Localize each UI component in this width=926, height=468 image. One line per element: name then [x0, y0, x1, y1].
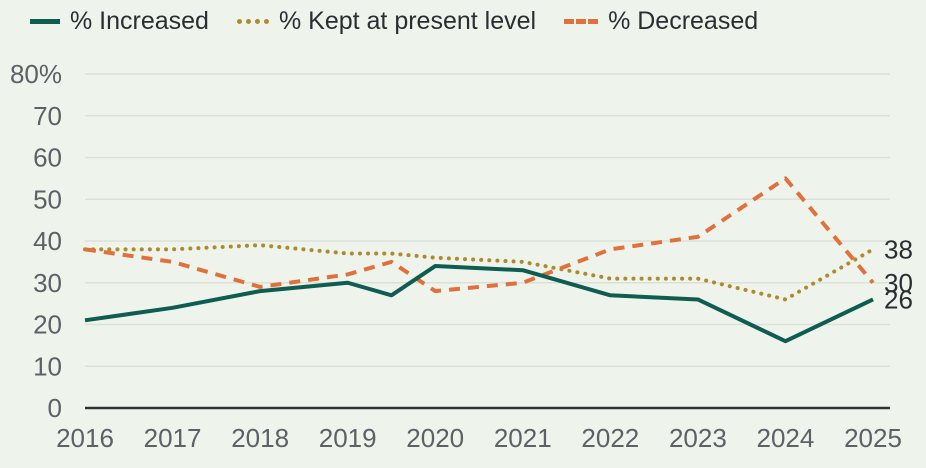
- x-tick-label: 2025: [844, 423, 902, 453]
- legend-item-increased: % Increased: [30, 7, 209, 36]
- series-line-decreased: [84, 176, 875, 294]
- y-tick-label: 0: [48, 393, 62, 423]
- y-tick-label: 10: [33, 351, 62, 381]
- y-tick-label: 40: [33, 226, 62, 256]
- legend-label-kept: % Kept at present level: [278, 7, 537, 35]
- legend-swatch-increased-icon: [30, 19, 60, 24]
- x-tick-label: 2019: [319, 423, 377, 453]
- x-tick-label: 2016: [56, 423, 114, 453]
- series-end-value-label: 26: [884, 284, 913, 314]
- x-tick-label: 2017: [144, 423, 202, 453]
- series-end-value-label: 38: [884, 234, 913, 264]
- y-tick-label: 60: [33, 143, 62, 173]
- series-line-kept-at-present-level: [83, 243, 875, 302]
- y-tick-label: 70: [33, 101, 62, 131]
- legend-item-kept: % Kept at present level: [236, 7, 537, 36]
- series-line-increased: [84, 264, 874, 344]
- x-tick-label: 2018: [231, 423, 289, 453]
- legend-item-decreased: % Decreased: [564, 7, 758, 36]
- x-tick-label: 2021: [494, 423, 552, 453]
- y-tick-label: 80%: [10, 59, 62, 89]
- y-tick-label: 50: [33, 184, 62, 214]
- legend: % Increased % Kept at present level % De…: [30, 7, 758, 36]
- y-tick-label: 20: [33, 310, 62, 340]
- x-tick-label: 2022: [581, 423, 639, 453]
- legend-swatch-decreased-icon: [564, 19, 599, 24]
- series-end-value-label: 30: [884, 268, 913, 298]
- x-tick-label: 2023: [669, 423, 727, 453]
- y-tick-label: 30: [33, 268, 62, 298]
- x-tick-label: 2020: [406, 423, 464, 453]
- legend-label-increased: % Increased: [70, 7, 209, 35]
- legend-label-decreased: % Decreased: [608, 7, 759, 35]
- x-tick-label: 2024: [757, 423, 815, 453]
- legend-swatch-kept-icon: [236, 19, 269, 24]
